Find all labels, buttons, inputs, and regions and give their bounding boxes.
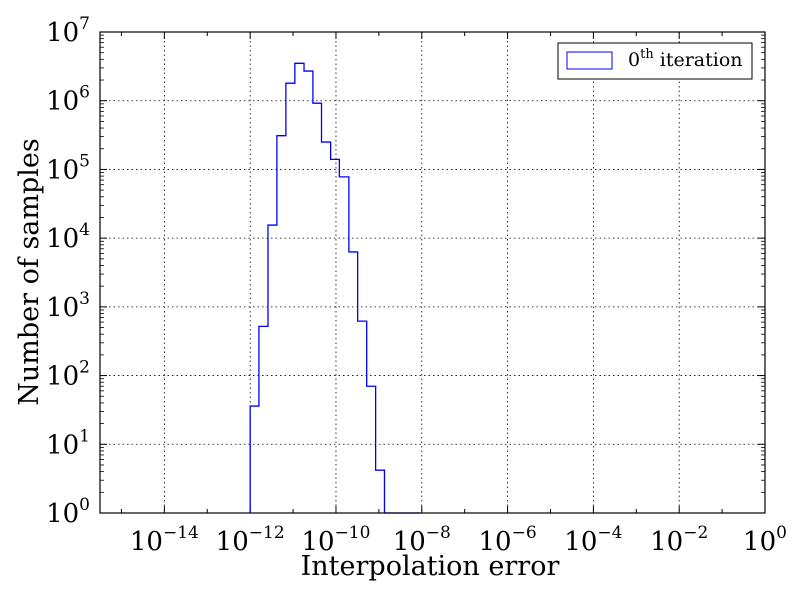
axis-ticks (100, 31, 766, 514)
y-tick-label: 102 (46, 358, 90, 392)
histogram-bin (295, 63, 304, 513)
legend-box (557, 42, 753, 80)
histogram-bin (313, 103, 322, 513)
x-tick-label: 10−10 (301, 523, 370, 557)
legend: 0th iteration (557, 42, 753, 80)
y-tick-label: 101 (46, 426, 90, 460)
histogram-bin (322, 142, 331, 513)
legend-label-base: 0 (628, 49, 640, 71)
histogram-bin (277, 136, 286, 513)
histogram-bin (259, 326, 268, 513)
x-tick-label: 10−12 (216, 523, 285, 557)
histogram-bin (367, 386, 376, 513)
y-tick-label: 103 (46, 289, 90, 323)
histogram-bin (331, 159, 340, 513)
y-tick-label: 106 (46, 83, 90, 117)
histogram-bin (349, 252, 358, 513)
y-tick-label: 100 (46, 495, 90, 529)
x-tick-label: 10−8 (393, 523, 451, 557)
x-tick-label: 10−6 (479, 523, 537, 557)
histogram-outline (249, 62, 421, 514)
legend-swatch (566, 51, 613, 70)
histogram-bin (286, 83, 295, 513)
y-axis-label: Number of samples (14, 138, 45, 406)
histogram-bin (376, 470, 385, 513)
histogram-bin (339, 177, 349, 513)
plot-series (249, 62, 421, 514)
x-tick-label: 10−2 (650, 523, 708, 557)
y-tick-label: 105 (46, 151, 90, 185)
histogram-bin (250, 406, 259, 513)
x-tick-label: 100 (743, 523, 787, 557)
legend-label: 0th iteration (628, 47, 743, 71)
histogram-bin (268, 225, 277, 513)
histogram-bin (304, 71, 313, 513)
legend-label-suffix: iteration (654, 49, 743, 71)
tick-labels: 10−14 10−12 10−10 10−8 10−6 10−4 10−2 100 100 101… (46, 14, 787, 557)
y-tick-label: 107 (46, 14, 90, 48)
legend-label-superscript: th (640, 47, 654, 62)
histogram-bin (358, 321, 367, 513)
plot-frame (99, 31, 766, 514)
x-axis-label: Interpolation error (301, 551, 560, 582)
x-tick-label: 10−14 (130, 523, 199, 557)
y-tick-label: 104 (46, 220, 90, 254)
x-tick-label: 10−4 (564, 523, 622, 557)
